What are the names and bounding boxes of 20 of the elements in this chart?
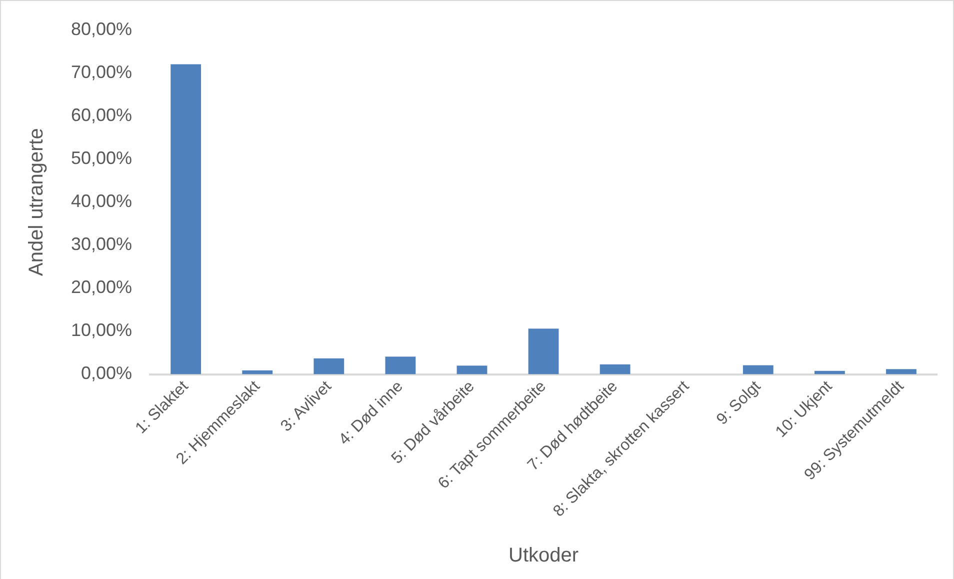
bar <box>314 358 344 374</box>
y-tick-label: 70,00% <box>70 62 132 82</box>
bar <box>886 369 916 374</box>
bar <box>600 364 630 374</box>
y-tick-label: 40,00% <box>70 191 132 211</box>
bar <box>170 64 202 374</box>
x-axis-title: Utkoder <box>508 544 579 567</box>
bar <box>242 370 273 374</box>
y-axis-title: Andel utrangerte <box>26 128 48 276</box>
bar <box>528 328 559 374</box>
y-tick-label: 60,00% <box>70 104 132 125</box>
y-tick-label: 0,00% <box>81 363 132 384</box>
bar <box>456 366 488 374</box>
bar <box>742 365 774 374</box>
y-tick-label: 50,00% <box>70 148 132 168</box>
y-tick-label: 10,00% <box>70 320 132 340</box>
y-tick-label: 30,00% <box>70 234 132 254</box>
bar <box>385 356 416 374</box>
y-tick-label: 20,00% <box>70 277 132 298</box>
y-tick-label: 80,00% <box>70 18 132 39</box>
